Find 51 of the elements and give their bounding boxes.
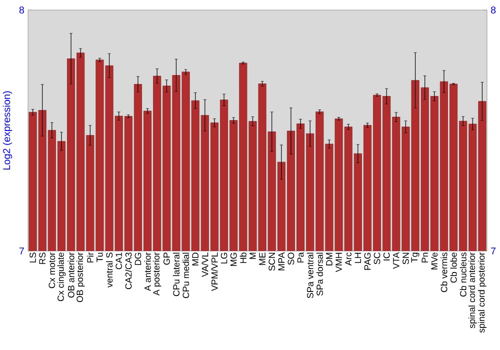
x-tick-label: VTA	[393, 252, 400, 269]
x-tick-label: spinal cord posterior	[478, 252, 486, 333]
x-tick-label: DM	[326, 252, 332, 266]
x-tick-label: MG	[230, 252, 237, 266]
x-tick-label: VPM/VPL	[211, 252, 218, 292]
x-tick-label: Tu	[96, 252, 103, 262]
x-tick-label: IC	[383, 252, 390, 260]
x-tick-label: SN	[402, 252, 409, 264]
x-tick-label: SO	[288, 252, 294, 265]
x-tick-label: LH	[354, 252, 361, 263]
x-tick-label: CA2/CA3	[125, 252, 132, 290]
x-tick-label: spinal cord anterior	[468, 252, 477, 328]
x-tick-label: RS	[39, 252, 46, 264]
x-tick-label: MVe	[431, 252, 438, 270]
x-tick-label: Arc	[345, 252, 352, 266]
x-tick-label: MPA	[278, 252, 284, 270]
x-tick-label: VMH	[336, 252, 342, 272]
x-tick-label: Hb	[240, 252, 246, 263]
x-tick-label: SCN	[268, 252, 276, 271]
y-axis-title: Log2 (expression)	[2, 91, 12, 170]
x-tick-label: DG	[134, 252, 142, 265]
x-tick-label: M	[250, 252, 256, 259]
x-tick-label: ventral S	[106, 252, 113, 288]
x-tick-label: CPu medial	[182, 252, 190, 298]
x-tick-label: VA/VL	[202, 252, 208, 277]
x-tick-label: GP	[163, 252, 170, 265]
x-tick-label: SPa ventral	[306, 252, 314, 298]
x-tick-label: A posterior	[152, 252, 162, 296]
x-tick-label: OB posterior	[76, 252, 85, 302]
y2-tick-label: 8	[490, 6, 496, 14]
x-tick-label: Cb lobe	[450, 252, 457, 283]
y2-tick-label: 7	[491, 248, 496, 254]
x-tick-label: Pn	[422, 252, 428, 262]
x-tick-label: Cx motor	[48, 252, 56, 288]
x-tick-label: OB anterior	[68, 252, 74, 298]
x-tick-label: MD	[192, 252, 198, 266]
x-tick-label: Cb vermis	[440, 252, 448, 292]
x-tick-label: CPu lateral	[172, 252, 180, 296]
x-tick-label: Cx cingulate	[57, 252, 66, 302]
x-tick-label: Pir	[86, 252, 94, 262]
x-tick-label: ME	[259, 252, 266, 265]
x-tick-label: SC	[374, 252, 380, 264]
x-tick-label: Pa	[297, 252, 304, 262]
x-tick-label: Cb nucleus	[460, 252, 466, 297]
x-tick-label: SPa dorsal	[316, 252, 323, 296]
x-tick-label: LS	[30, 252, 36, 262]
x-tick-label: CA1	[116, 252, 122, 270]
x-tick-label: LG	[220, 252, 228, 264]
x-tick-label: A anterior	[144, 252, 151, 292]
x-tick-label: Tg	[411, 252, 420, 262]
x-tick-label: PAG	[364, 252, 371, 270]
